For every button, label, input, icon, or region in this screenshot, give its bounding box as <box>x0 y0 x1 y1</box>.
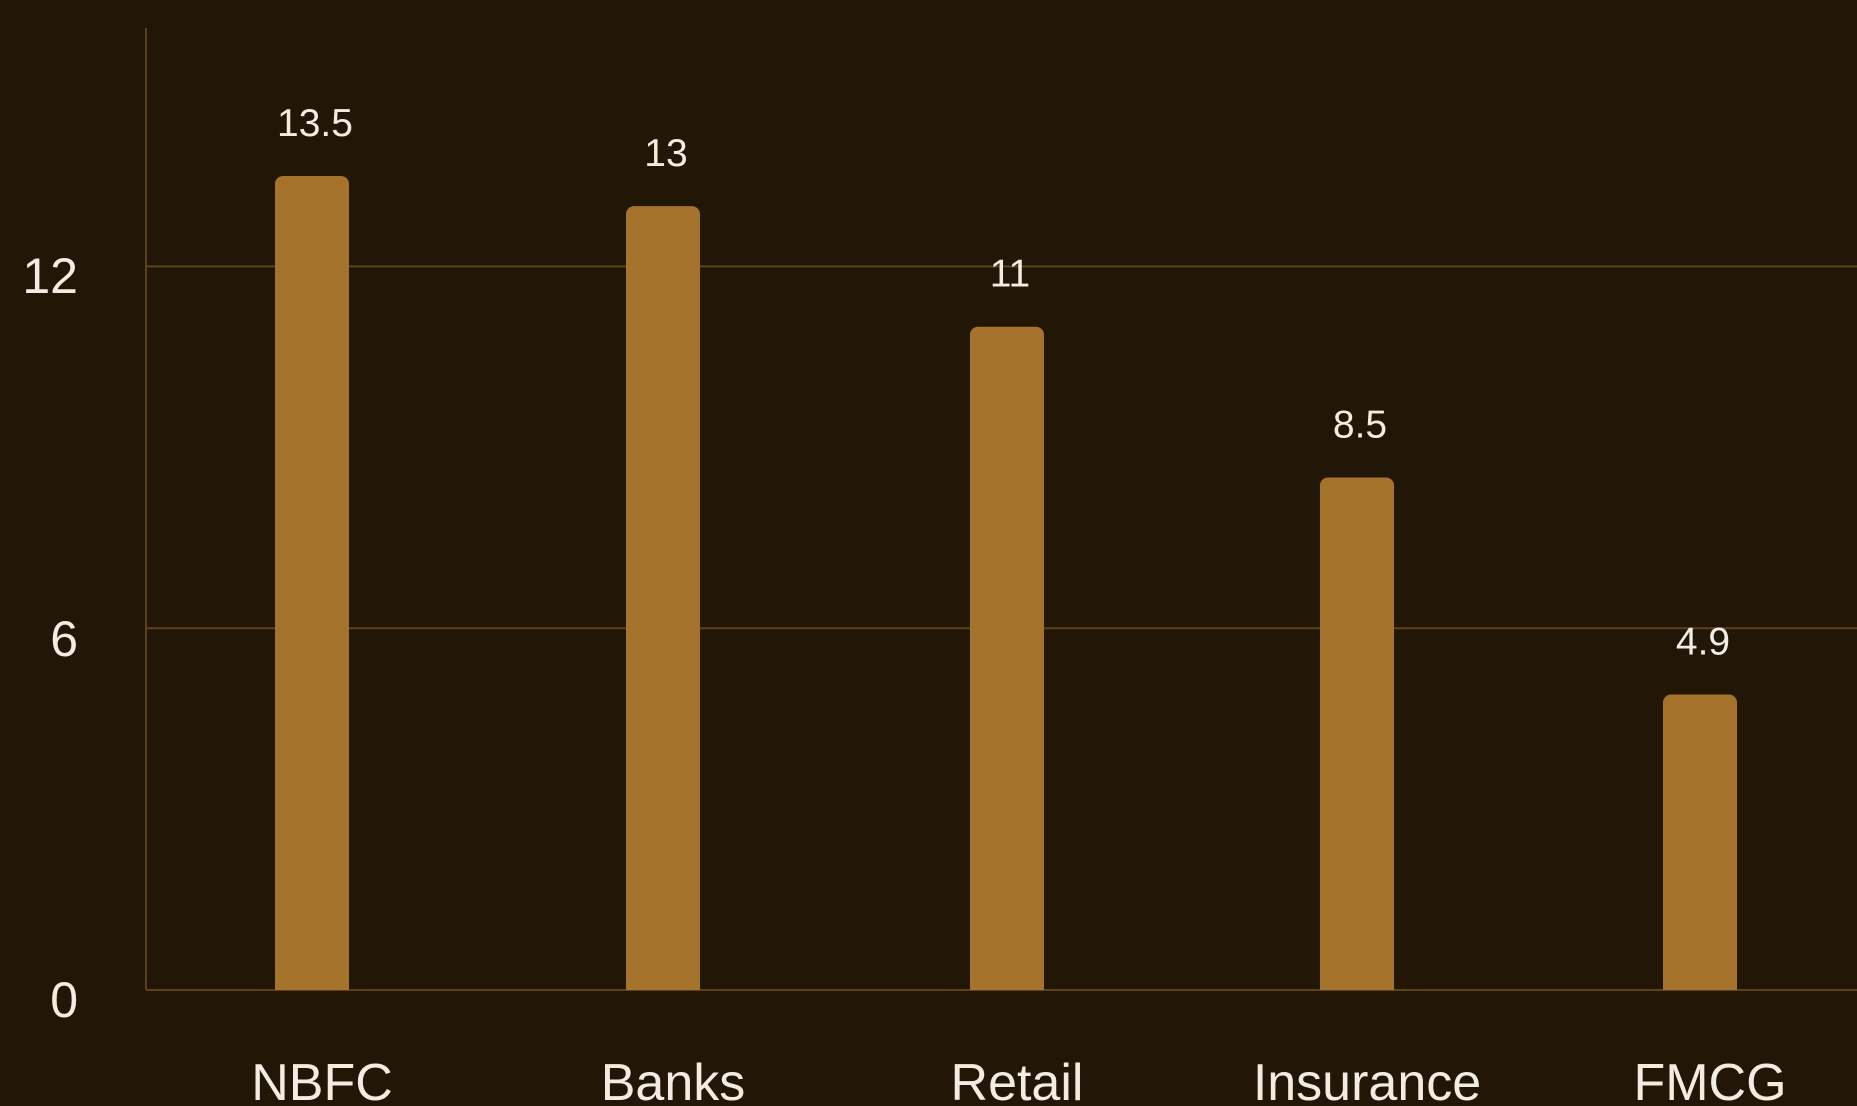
data-label: 11 <box>990 253 1031 296</box>
x-tick-label: NBFC <box>251 1054 393 1106</box>
y-tick-label: 0 <box>50 972 78 1028</box>
x-tick-label: FMCG <box>1633 1054 1786 1106</box>
y-tick-label: 6 <box>50 611 78 667</box>
bar-base <box>1663 978 1737 990</box>
bars <box>275 175 1737 991</box>
bar-nbfc <box>275 175 349 990</box>
x-tick-label: Insurance <box>1253 1054 1481 1106</box>
data-label: 4.9 <box>1676 621 1730 664</box>
bar-insurance <box>1320 477 1394 990</box>
data-label: 13 <box>644 132 687 175</box>
bar-fmcg <box>1663 694 1737 990</box>
bar-base <box>275 978 349 990</box>
bar-base <box>626 978 700 990</box>
bar-base <box>970 978 1044 990</box>
data-label: 13.5 <box>277 102 353 145</box>
x-tick-label: Retail <box>951 1054 1084 1106</box>
labels: 0 6 12 13.5 NBFC 13 Banks 11 Retail 8.5 Insurance 4… <box>22 102 1786 1106</box>
y-tick-label: 12 <box>22 248 78 304</box>
x-tick-label: Banks <box>601 1054 746 1106</box>
bar-banks <box>626 206 700 991</box>
bar-base <box>1320 978 1394 990</box>
data-label: 8.5 <box>1333 403 1387 446</box>
bar-retail <box>970 326 1044 990</box>
